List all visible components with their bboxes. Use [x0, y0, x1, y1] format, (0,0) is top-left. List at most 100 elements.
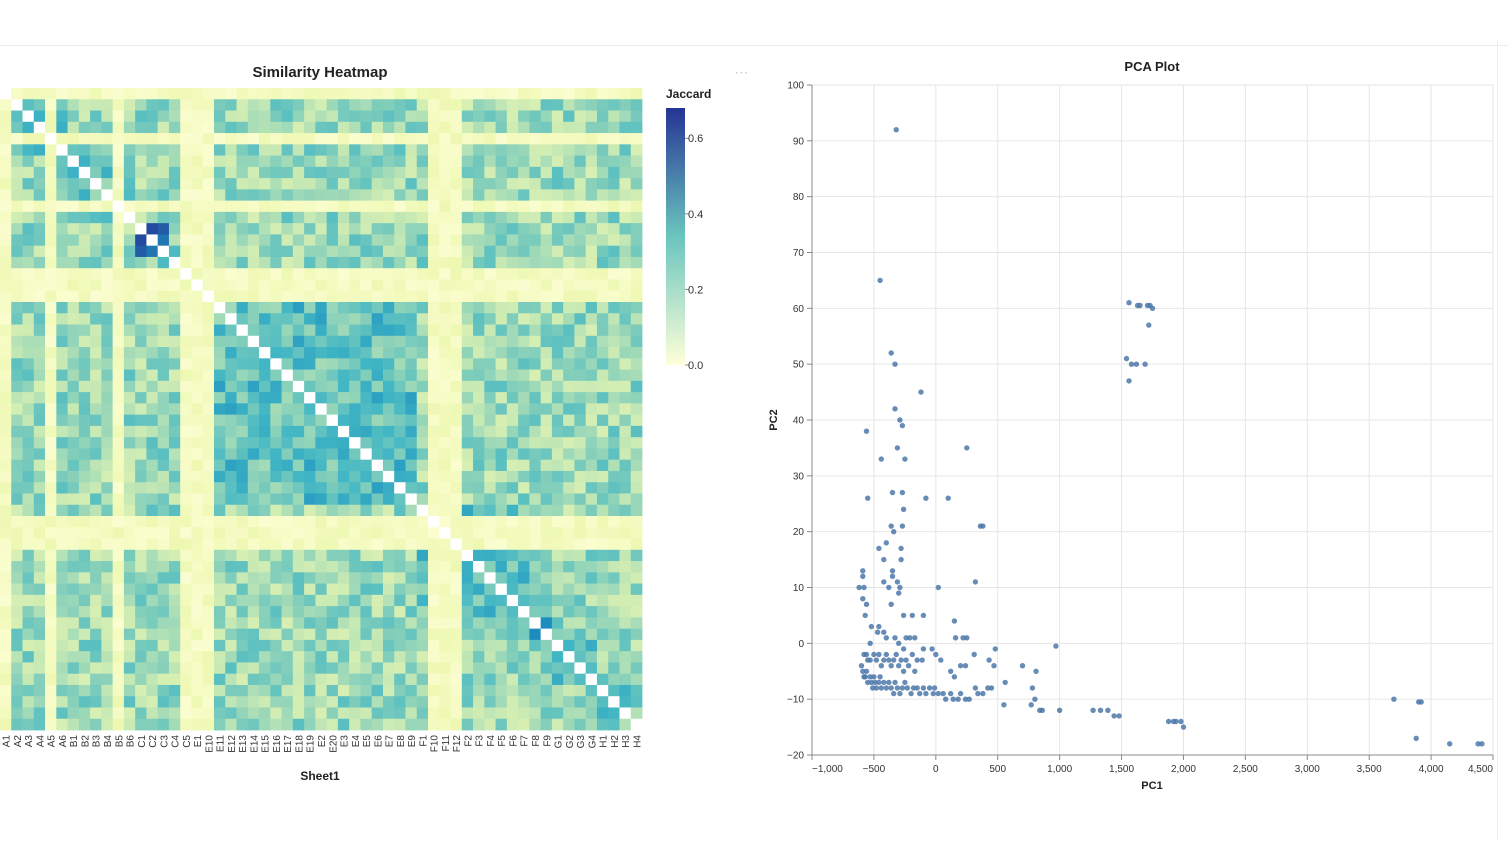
heatmap-cell — [315, 651, 328, 663]
heatmap-cell — [259, 425, 271, 438]
pca-point — [977, 523, 984, 529]
heatmap-cell — [428, 110, 440, 123]
heatmap-cell — [315, 313, 328, 325]
heatmap-cell — [371, 606, 384, 618]
heatmap-cell — [349, 606, 361, 618]
heatmap-cell — [112, 290, 125, 303]
heatmap-cell — [563, 211, 575, 224]
heatmap-cell — [225, 144, 237, 156]
heatmap-cell — [506, 527, 519, 539]
chart-actions-menu-icon[interactable]: ⋯ — [734, 64, 750, 80]
heatmap-cell — [180, 504, 192, 517]
heatmap-cell — [337, 88, 350, 100]
heatmap-cell — [157, 99, 170, 111]
heatmap-cell — [371, 617, 384, 630]
heatmap-cell — [439, 313, 451, 325]
heatmap-cell — [540, 707, 553, 720]
heatmap-cell — [450, 425, 463, 438]
heatmap-cell — [22, 358, 35, 370]
heatmap-cell — [574, 639, 587, 652]
heatmap-cell — [506, 256, 519, 269]
heatmap-cell — [214, 707, 226, 720]
heatmap-cell — [461, 369, 474, 382]
heatmap-cell — [157, 538, 170, 551]
heatmap-cell — [315, 223, 328, 235]
heatmap-cell — [360, 88, 373, 100]
heatmap-cell — [101, 583, 114, 596]
heatmap-cell — [518, 662, 530, 675]
heatmap-cell — [585, 200, 598, 213]
heatmap-cell — [630, 493, 643, 506]
heatmap-cell — [596, 617, 609, 630]
heatmap-cell — [563, 482, 575, 494]
heatmap-cell — [146, 133, 159, 145]
heatmap-cell — [236, 561, 249, 573]
heatmap-cell — [214, 335, 226, 348]
heatmap-cell — [168, 606, 181, 618]
heatmap-cell — [484, 549, 496, 562]
heatmap-cell — [168, 324, 181, 337]
heatmap-cell — [382, 144, 395, 156]
heatmap-cell — [630, 335, 643, 348]
heatmap-cell — [450, 628, 463, 641]
heatmap-cell — [67, 369, 80, 382]
heatmap-cell — [67, 256, 80, 269]
heatmap-cell — [608, 696, 620, 708]
heatmap-cell — [630, 268, 643, 280]
heatmap-cell — [349, 572, 361, 584]
pca-point — [962, 663, 969, 669]
pca-point — [888, 685, 894, 691]
heatmap-cell — [56, 256, 68, 269]
heatmap-cell — [630, 155, 643, 168]
heatmap-cell — [112, 527, 125, 539]
pca-point — [881, 629, 887, 635]
heatmap-cell — [630, 662, 643, 675]
heatmap-cell — [495, 673, 508, 686]
heatmap-cell — [326, 538, 339, 551]
heatmap-cell — [619, 200, 632, 213]
heatmap-cell — [292, 527, 305, 539]
heatmap-x-tick-label: G3 — [576, 735, 587, 749]
heatmap-cell — [304, 178, 316, 190]
heatmap-cell — [225, 425, 237, 438]
heatmap-cell — [281, 718, 294, 731]
heatmap-cell — [67, 425, 80, 438]
heatmap-cell — [112, 718, 125, 731]
legend-color-bar — [666, 108, 685, 365]
heatmap-cell — [394, 561, 406, 573]
heatmap-cell — [506, 335, 519, 348]
heatmap-cell — [596, 651, 609, 663]
heatmap-cell — [473, 628, 485, 641]
heatmap-cell — [202, 707, 215, 720]
heatmap-cell — [371, 504, 384, 517]
heatmap-cell — [360, 358, 373, 370]
heatmap-cell — [619, 628, 632, 641]
heatmap-cell — [281, 437, 294, 449]
pca-point — [1090, 707, 1096, 713]
heatmap-cell — [270, 290, 282, 303]
heatmap-cell — [608, 189, 620, 202]
pca-point — [1180, 724, 1187, 730]
heatmap-cell — [0, 166, 12, 179]
heatmap-cell — [608, 88, 620, 100]
heatmap-cell — [518, 256, 530, 269]
heatmap-cell — [360, 549, 373, 562]
pca-point — [888, 523, 894, 529]
heatmap-cell — [360, 425, 373, 438]
heatmap-cell — [90, 178, 102, 190]
heatmap-cell — [371, 470, 384, 483]
heatmap-cell — [67, 516, 80, 528]
pca-point — [899, 489, 906, 496]
heatmap-cell — [439, 696, 451, 708]
heatmap-cell — [585, 482, 598, 494]
heatmap-cell — [619, 121, 632, 134]
heatmap-cell — [596, 448, 609, 461]
heatmap-cell — [0, 651, 12, 663]
heatmap-cell — [281, 200, 294, 213]
heatmap-x-tick-label: H2 — [610, 735, 621, 748]
heatmap-cell — [56, 549, 68, 562]
heatmap-cell — [450, 121, 463, 134]
heatmap-cell — [439, 493, 451, 506]
heatmap-cell — [461, 178, 474, 190]
heatmap-x-tick-label: B3 — [92, 735, 103, 748]
